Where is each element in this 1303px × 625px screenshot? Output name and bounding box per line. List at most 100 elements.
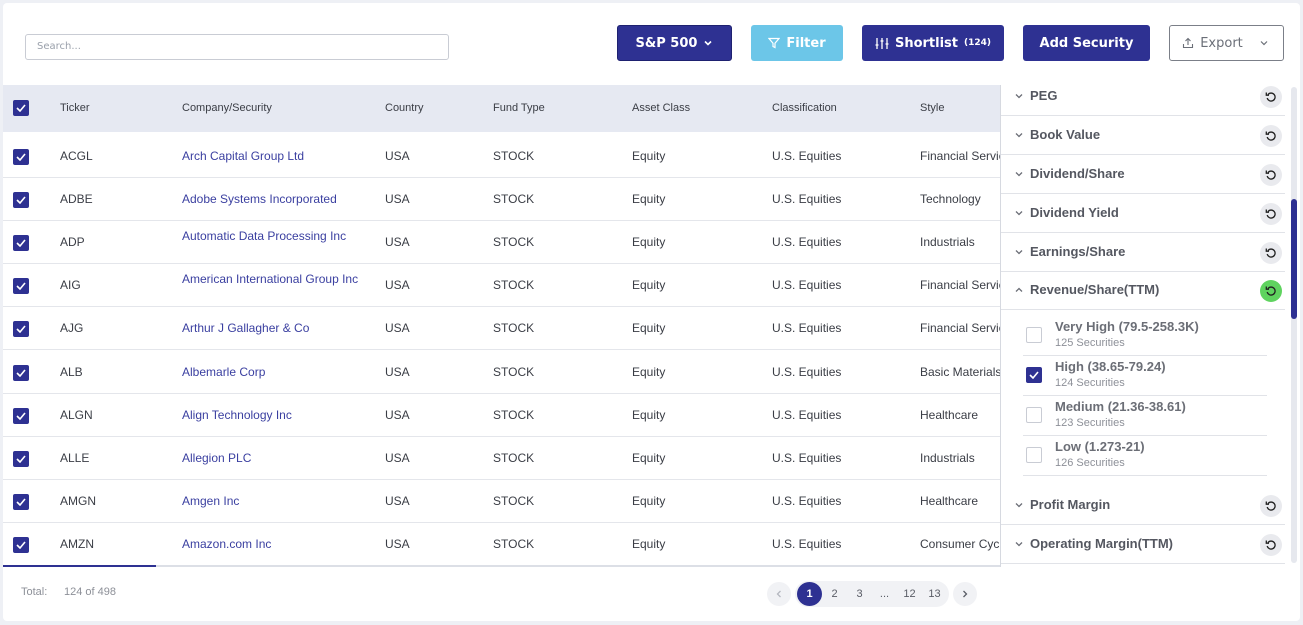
cell-classification: U.S. Equities <box>772 149 842 163</box>
shortlist-button[interactable]: Shortlist (124) <box>862 25 1004 61</box>
total-label: Total: <box>21 586 48 598</box>
table-row[interactable]: ADBE Adobe Systems Incorporated USA STOCK Eq… <box>3 178 1001 221</box>
column-header-ticker[interactable]: Ticker <box>60 102 90 114</box>
cell-company[interactable]: American International Group Inc <box>182 272 359 286</box>
column-header-fund-type[interactable]: Fund Type <box>493 102 545 114</box>
reset-button[interactable] <box>1260 125 1282 147</box>
cell-asset-class: Equity <box>632 192 666 206</box>
table-row[interactable]: AMZN Amazon.com Inc USA STOCK Equity U.S. Equ… <box>3 523 1001 566</box>
filter-option-checkbox[interactable] <box>1026 327 1042 343</box>
row-checkbox[interactable] <box>13 235 29 251</box>
filter-section[interactable]: Dividend Yield <box>1001 194 1285 233</box>
filter-section[interactable]: Operating Margin(TTM) <box>1001 525 1285 564</box>
filter-button[interactable]: Filter <box>751 25 843 61</box>
column-header-asset-class[interactable]: Asset Class <box>632 102 691 114</box>
reset-button[interactable] <box>1260 280 1282 302</box>
filter-section-label: Profit Margin <box>1030 497 1111 512</box>
reset-button[interactable] <box>1260 495 1282 517</box>
cell-company[interactable]: Amgen Inc <box>182 494 240 508</box>
table-row[interactable]: ALB Albemarle Corp USA STOCK Equity U.S. Equi… <box>3 351 1001 394</box>
page-number-button[interactable]: 1 <box>797 582 822 606</box>
filter-option[interactable]: Low (1.273-21) 126 Securities <box>1023 436 1267 476</box>
cell-style: Basic Materials <box>920 365 1001 379</box>
select-all-checkbox[interactable] <box>13 100 29 116</box>
check-icon <box>16 239 26 247</box>
page-number-button[interactable]: 3 <box>856 588 863 600</box>
total-value: 124 of 498 <box>64 586 116 598</box>
filter-option-checkbox[interactable] <box>1026 367 1042 383</box>
chevron-right-icon <box>963 590 968 598</box>
filter-option-checkbox[interactable] <box>1026 447 1042 463</box>
filter-option[interactable]: High (38.65-79.24) 124 Securities <box>1023 356 1267 396</box>
cell-company[interactable]: Arthur J Gallagher & Co <box>182 321 310 335</box>
check-icon <box>16 282 26 290</box>
column-header-company[interactable]: Company/Security <box>182 102 272 114</box>
horizontal-scrollbar-thumb[interactable] <box>3 565 156 567</box>
table-row[interactable]: AJG Arthur J Gallagher & Co USA STOCK Equity… <box>3 307 1001 350</box>
row-checkbox[interactable] <box>13 278 29 294</box>
next-page-button[interactable] <box>953 582 977 606</box>
filter-section-revenue-share[interactable]: Revenue/Share(TTM) <box>1001 271 1285 310</box>
cell-asset-class: Equity <box>632 278 666 292</box>
reset-button[interactable] <box>1260 203 1282 225</box>
row-checkbox[interactable] <box>13 149 29 165</box>
cell-fund-type: STOCK <box>493 451 535 465</box>
cell-classification: U.S. Equities <box>772 451 842 465</box>
column-header-style[interactable]: Style <box>920 102 945 114</box>
cell-fund-type: STOCK <box>493 494 535 508</box>
filter-section[interactable]: Dividend/Share <box>1001 155 1285 194</box>
index-select-button[interactable]: S&P 500 <box>617 25 732 61</box>
filter-option[interactable]: Medium (21.36-38.61) 123 Securities <box>1023 396 1267 436</box>
cell-company[interactable]: Align Technology Inc <box>182 408 292 422</box>
page-number-button[interactable]: 2 <box>831 588 838 600</box>
prev-page-button[interactable] <box>767 582 791 606</box>
add-security-button[interactable]: Add Security <box>1023 25 1150 61</box>
export-button[interactable]: Export <box>1169 25 1284 61</box>
chevron-up-icon <box>1015 287 1023 292</box>
pagination: 1 2 3... 12 13 <box>767 581 977 607</box>
row-checkbox[interactable] <box>13 494 29 510</box>
filter-section[interactable]: Profit Margin <box>1001 486 1285 525</box>
row-checkbox[interactable] <box>13 537 29 553</box>
row-checkbox[interactable] <box>13 365 29 381</box>
cell-company[interactable]: Amazon.com Inc <box>182 537 272 551</box>
cell-company[interactable]: Adobe Systems Incorporated <box>182 192 337 206</box>
row-checkbox[interactable] <box>13 408 29 424</box>
table-row[interactable]: ALGN Align Technology Inc USA STOCK Equity U.… <box>3 394 1001 437</box>
row-checkbox[interactable] <box>13 451 29 467</box>
vertical-scrollbar-thumb[interactable] <box>1291 199 1297 319</box>
shortlist-label: Shortlist <box>894 35 959 51</box>
column-header-country[interactable]: Country <box>385 102 424 114</box>
table-row[interactable]: AIG American International Group Inc USA ST… <box>3 264 1001 307</box>
reset-button[interactable] <box>1260 534 1282 556</box>
table-row[interactable]: ALLE Allegion PLC USA STOCK Equity U.S. Equit… <box>3 437 1001 480</box>
page-number-button[interactable]: 13 <box>928 588 941 600</box>
cell-company[interactable]: Allegion PLC <box>182 451 252 465</box>
row-checkbox[interactable] <box>13 321 29 337</box>
table-row[interactable]: AMGN Amgen Inc USA STOCK Equity U.S. Equities… <box>3 480 1001 523</box>
filter-section[interactable]: Book Value <box>1001 116 1285 155</box>
search-input[interactable]: Search... <box>25 34 449 60</box>
table-row[interactable]: ADP Automatic Data Processing Inc USA STOCK… <box>3 221 1001 264</box>
table-row[interactable]: ACGL Arch Capital Group Ltd USA STOCK Equity… <box>3 135 1001 178</box>
filter-section[interactable]: PEG <box>1001 85 1285 116</box>
filter-option-checkbox[interactable] <box>1026 407 1042 423</box>
page-number-button[interactable]: 12 <box>903 588 916 600</box>
reset-button[interactable] <box>1260 164 1282 186</box>
filter-section-label: Dividend Yield <box>1030 205 1119 220</box>
cell-company[interactable]: Albemarle Corp <box>182 365 266 379</box>
upload-icon <box>1183 37 1194 49</box>
filter-option[interactable]: Very High (79.5-258.3K) 125 Securities <box>1023 316 1267 356</box>
reset-button[interactable] <box>1260 242 1282 264</box>
check-icon <box>1029 371 1039 379</box>
row-checkbox[interactable] <box>13 192 29 208</box>
filter-section-label: PEG <box>1030 88 1058 103</box>
filter-section[interactable]: Earnings/Share <box>1001 233 1285 272</box>
horizontal-scrollbar[interactable] <box>3 565 1001 567</box>
reset-button[interactable] <box>1260 86 1282 108</box>
cell-asset-class: Equity <box>632 451 666 465</box>
cell-company[interactable]: Automatic Data Processing Inc <box>182 229 347 243</box>
column-header-classification[interactable]: Classification <box>772 102 837 114</box>
vertical-scrollbar[interactable] <box>1291 87 1297 563</box>
cell-company[interactable]: Arch Capital Group Ltd <box>182 149 305 163</box>
